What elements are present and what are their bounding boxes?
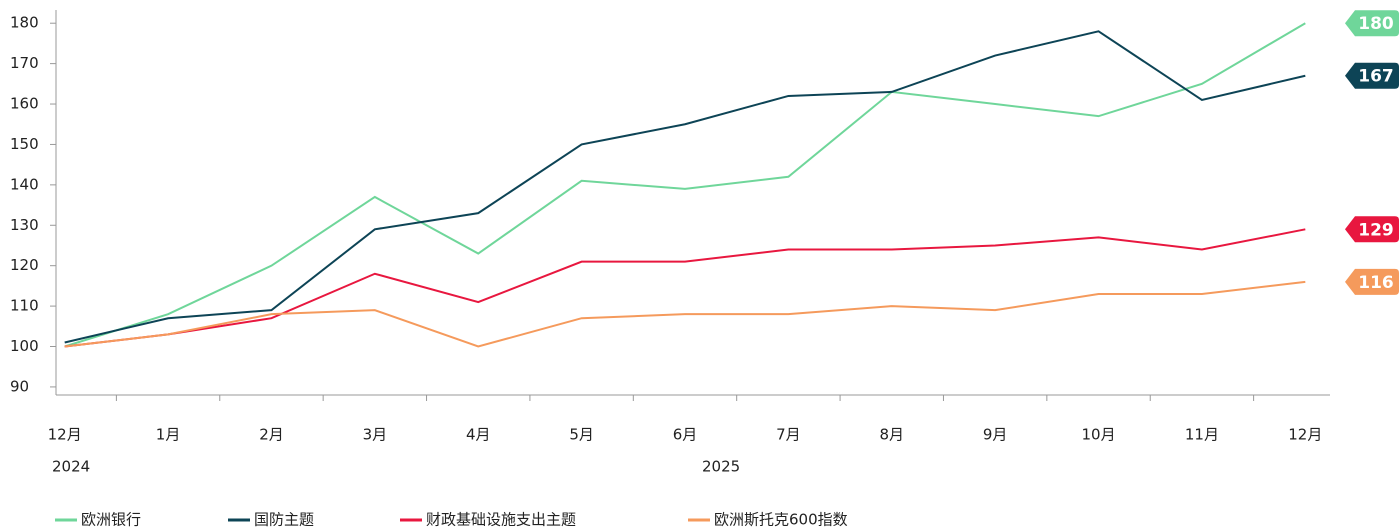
end-badge — [1345, 216, 1399, 243]
legend-label: 欧洲银行 — [81, 511, 141, 528]
end-badge — [1345, 10, 1399, 37]
y-tick-label: 130 — [10, 216, 39, 234]
year-label: 2025 — [702, 458, 740, 476]
y-tick-label: 110 — [10, 297, 39, 315]
legend-label: 国防主题 — [254, 511, 314, 528]
y-tick-label: 100 — [10, 337, 39, 355]
x-tick-label: 4月 — [466, 426, 491, 444]
x-tick-label: 9月 — [983, 426, 1008, 444]
y-tick-label: 90 — [10, 377, 29, 395]
y-tick-label: 170 — [10, 54, 39, 72]
end-label: 180 — [1358, 14, 1394, 34]
y-tick-label: 140 — [10, 175, 39, 193]
end-label: 129 — [1358, 220, 1394, 240]
x-tick-label: 7月 — [776, 426, 801, 444]
x-tick-label: 5月 — [569, 426, 594, 444]
x-tick-label: 6月 — [673, 426, 698, 444]
x-tick-label: 12月 — [1288, 426, 1322, 444]
y-tick-label: 160 — [10, 95, 39, 113]
x-tick-label: 1月 — [156, 426, 181, 444]
x-tick-label: 8月 — [879, 426, 904, 444]
series-line — [64, 30, 1306, 344]
x-tick-label: 11月 — [1185, 426, 1219, 444]
legend-label: 欧洲斯托克600指数 — [714, 511, 848, 528]
x-tick-label: 2月 — [259, 426, 284, 444]
series-line — [64, 22, 1306, 348]
end-label: 116 — [1358, 273, 1394, 293]
year-label: 2024 — [52, 458, 90, 476]
y-tick-label: 120 — [10, 256, 39, 274]
end-label: 167 — [1358, 67, 1394, 87]
y-tick-label: 150 — [10, 135, 39, 153]
x-tick-label: 3月 — [363, 426, 388, 444]
legend-label: 财政基础设施支出主题 — [426, 511, 576, 528]
y-tick-label: 180 — [10, 14, 39, 32]
end-badge — [1345, 62, 1399, 89]
series-line — [64, 280, 1306, 348]
x-tick-label: 10月 — [1081, 426, 1115, 444]
end-badge — [1345, 268, 1399, 295]
x-tick-label: 12月 — [48, 426, 82, 444]
series-line — [64, 228, 1306, 348]
